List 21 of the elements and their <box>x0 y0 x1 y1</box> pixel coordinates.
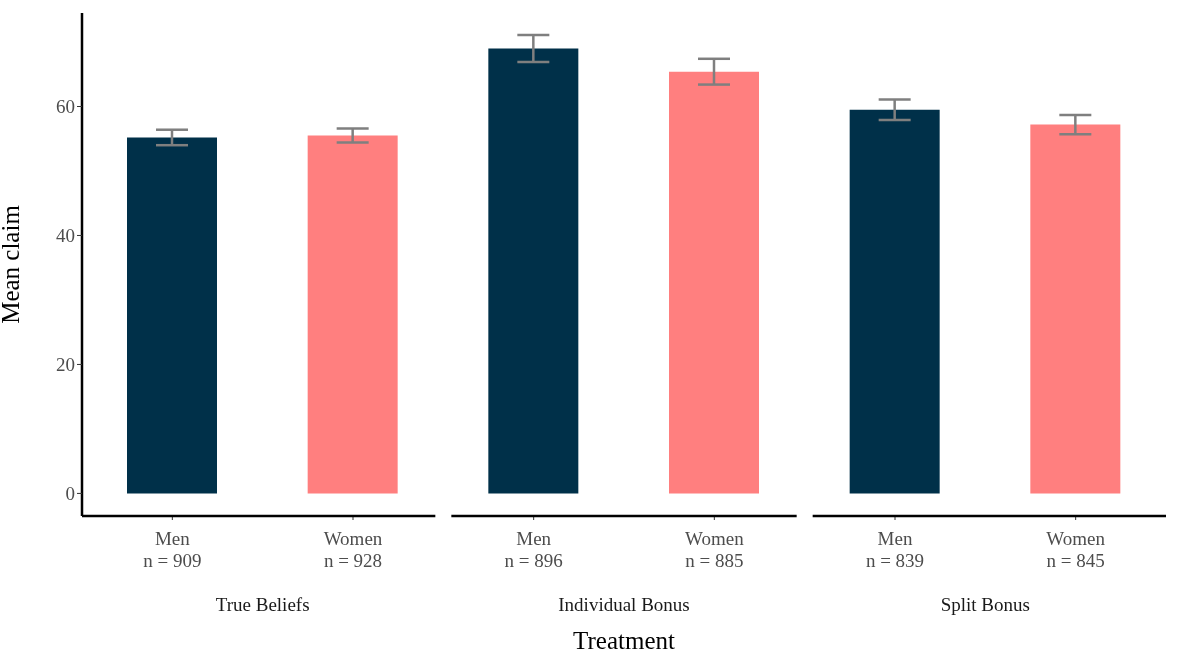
x-tick-label: Women n = 928 <box>323 528 383 571</box>
x-tick-label: Women n = 885 <box>685 528 745 571</box>
bar <box>669 71 759 494</box>
bar <box>1030 124 1121 494</box>
text: True Beliefs <box>214 594 311 616</box>
y-axis-title: Mean claim <box>0 204 24 324</box>
bar <box>488 48 579 494</box>
x-axis-title: Treatment <box>572 627 676 655</box>
text: Split Bonus <box>939 594 1031 616</box>
x-tick-label: Women n = 845 <box>1046 528 1106 571</box>
text: Individual Bonus <box>557 594 691 616</box>
y-tick-label: 60 <box>56 96 75 118</box>
bar <box>127 137 217 494</box>
y-tick-label: 20 <box>56 354 75 376</box>
y-tick-label: 0 <box>65 483 75 505</box>
y-tick-label: 40 <box>56 225 75 247</box>
x-tick-label: Men n = 909 <box>143 528 202 571</box>
bar <box>307 135 398 494</box>
bar <box>849 109 940 494</box>
x-tick-label: Men n = 896 <box>504 528 563 571</box>
x-tick-label: Men n = 839 <box>865 528 925 571</box>
